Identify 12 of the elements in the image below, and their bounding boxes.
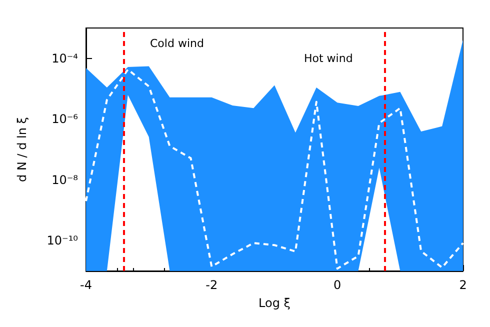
- x-tick-label: 0: [334, 278, 342, 292]
- x-tick-label: -2: [206, 278, 218, 292]
- annotation: Hot wind: [304, 52, 353, 65]
- x-tick-label: 2: [459, 278, 467, 292]
- y-axis-title: d N / d ln ξ: [15, 117, 29, 182]
- y-tick-label: 10⁻⁴: [52, 51, 78, 66]
- y-tick-label: 10⁻⁸: [52, 172, 78, 187]
- y-tick-label: 10⁻¹⁰: [46, 234, 78, 248]
- x-axis-title: Log ξ: [258, 296, 290, 310]
- annotation: Cold wind: [150, 37, 204, 50]
- x-tick-label: -4: [80, 278, 92, 292]
- y-tick-label: 10⁻⁶: [52, 112, 78, 126]
